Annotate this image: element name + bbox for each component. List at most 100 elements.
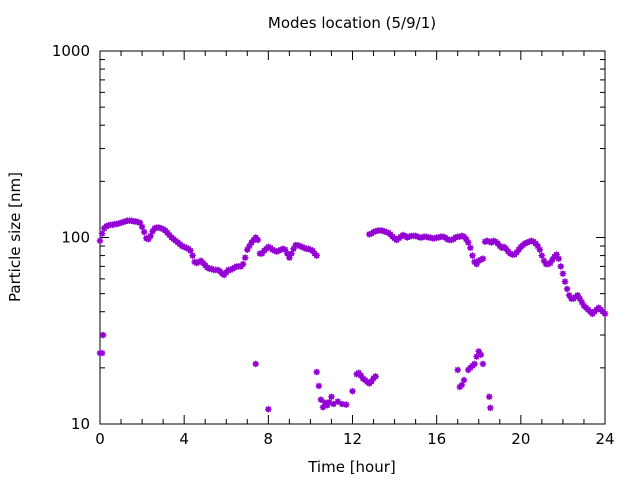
y-axis: 10 100 1000: [52, 42, 605, 433]
data-point-star: [98, 349, 106, 357]
data-point-star: [578, 298, 586, 306]
data-point: [241, 254, 249, 261]
data-point-star: [536, 246, 544, 254]
data-point: [328, 393, 335, 401]
data-point: [563, 285, 571, 293]
x-axis-label: Time [hour]: [307, 458, 396, 476]
data-point: [140, 228, 148, 236]
data-point-star: [357, 372, 365, 379]
data-point-star: [288, 250, 295, 257]
data-point: [147, 232, 154, 240]
data-point-star: [475, 348, 483, 355]
data-point-star: [258, 250, 266, 257]
data-point-star: [290, 245, 297, 253]
data-point: [349, 387, 356, 395]
data-point-star: [338, 400, 346, 408]
data-point-star: [477, 351, 485, 359]
data-point-star: [317, 396, 325, 403]
data-point-star: [243, 246, 251, 254]
data-point: [460, 376, 468, 384]
data-point-star: [473, 353, 480, 360]
data-point: [98, 349, 106, 357]
data-point-star: [187, 247, 194, 254]
data-point-star: [546, 259, 554, 267]
data-point-star: [281, 246, 289, 254]
data-point: [99, 331, 107, 339]
data-point-star: [479, 255, 487, 262]
data-point: [313, 252, 321, 259]
x-tick-label: 8: [264, 430, 274, 448]
data-point: [187, 247, 194, 254]
data-point-star: [254, 236, 262, 244]
x-axis: 0 4 8 12 16 20 24: [95, 51, 615, 448]
data-point-star: [323, 401, 331, 409]
data-point: [471, 360, 478, 368]
data-point-star: [147, 232, 154, 240]
data-point-star: [372, 373, 379, 380]
data-point: [464, 239, 472, 246]
data-point: [334, 398, 342, 405]
data-point-star: [309, 247, 316, 254]
data-point-star: [145, 235, 152, 243]
data-point: [454, 366, 462, 374]
data-point-star: [246, 242, 253, 250]
data-point: [330, 400, 337, 408]
data-point-star: [553, 251, 560, 258]
data-point: [338, 400, 346, 408]
data-point: [286, 254, 293, 261]
data-point-star: [473, 260, 480, 268]
data-point: [479, 360, 487, 368]
data-point-star: [136, 219, 144, 227]
data-point: [479, 255, 487, 262]
data-point-star: [326, 398, 333, 406]
data-point: [372, 373, 379, 380]
data-point-star: [515, 246, 523, 254]
data-point-star: [252, 360, 260, 368]
data-point-star: [98, 230, 106, 237]
data-point-star: [313, 368, 321, 376]
y-tick-label: 100: [61, 229, 90, 247]
data-point-star: [462, 235, 470, 243]
data-point-star: [561, 278, 569, 285]
data-point-star: [479, 360, 487, 368]
data-point: [252, 360, 260, 368]
data-point: [557, 263, 565, 270]
x-tick-label: 16: [427, 430, 446, 448]
data-point: [313, 368, 321, 376]
data-point: [319, 403, 327, 411]
chart-title: Modes location (5/9/1): [268, 14, 436, 32]
x-tick-label: 24: [595, 430, 614, 448]
data-point-star: [140, 228, 148, 236]
data-point-star: [467, 244, 474, 252]
data-point-star: [540, 257, 548, 265]
data-point-star: [319, 403, 327, 411]
data-point-star: [368, 378, 375, 385]
data-point: [239, 260, 247, 268]
data-point-star: [469, 252, 476, 259]
data-point-star: [513, 249, 520, 256]
data-point-star: [96, 237, 104, 245]
data-point-star: [349, 387, 356, 395]
data-point: [98, 230, 106, 237]
data-point: [601, 310, 609, 318]
data-point: [283, 250, 291, 257]
data-point-star: [502, 245, 510, 253]
data-point-star: [315, 382, 323, 390]
data-point-star: [241, 254, 249, 261]
data-point-star: [283, 250, 291, 257]
data-point: [487, 404, 494, 412]
data-point-star: [464, 239, 472, 246]
data-point-star: [549, 256, 556, 264]
data-point-star: [342, 401, 350, 408]
data-point-star: [328, 393, 335, 401]
data-point: [96, 237, 104, 245]
data-point-star: [557, 263, 565, 270]
data-point: [485, 393, 493, 401]
y-axis-label: Particle size [nm]: [6, 172, 24, 302]
data-point-star: [534, 242, 541, 250]
data-point: [469, 252, 476, 259]
x-tick-label: 12: [343, 430, 362, 448]
data-point: [458, 381, 466, 389]
data-point: [342, 401, 350, 408]
